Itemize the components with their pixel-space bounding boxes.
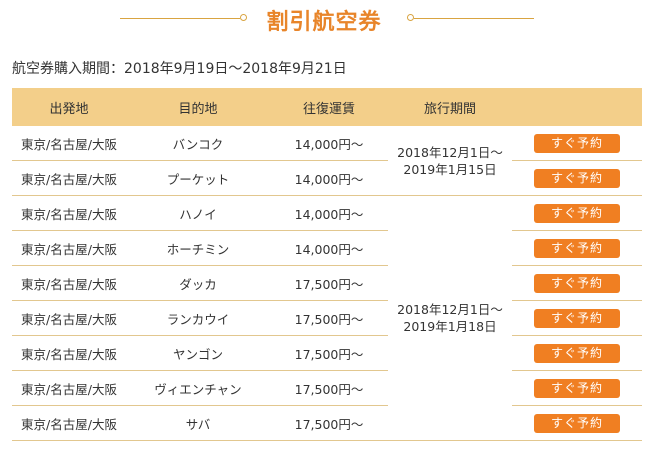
travel-period-cell: 2018年12月1日～ 2019年1月15日 bbox=[388, 126, 512, 196]
header-destination: 目的地 bbox=[126, 88, 270, 126]
travel-period-start: 2018年12月1日～ bbox=[397, 302, 503, 317]
origin-cell: 東京/名古屋/大阪 bbox=[12, 300, 126, 336]
section-title-bar: 割引航空券 bbox=[0, 2, 648, 36]
book-now-button[interactable]: すぐ予約 bbox=[534, 238, 620, 258]
page-title: 割引航空券 bbox=[266, 10, 382, 35]
title-dot-right bbox=[407, 14, 414, 21]
action-cell: すぐ予約 bbox=[512, 335, 642, 371]
table-row: 東京/名古屋/大阪 プーケット 14,000円～ すぐ予約 bbox=[12, 160, 642, 196]
action-cell: すぐ予約 bbox=[512, 195, 642, 231]
table-header-row: 出発地 目的地 往復運賃 旅行期間 bbox=[12, 88, 642, 126]
book-now-button[interactable]: すぐ予約 bbox=[534, 308, 620, 328]
book-now-button[interactable]: すぐ予約 bbox=[534, 343, 620, 363]
origin-cell: 東京/名古屋/大阪 bbox=[12, 230, 126, 266]
action-cell: すぐ予約 bbox=[512, 300, 642, 336]
destination-cell: バンコク bbox=[126, 126, 270, 161]
purchase-period: 航空券購入期間：2018年9月19日～2018年9月21日 bbox=[12, 61, 347, 77]
book-now-button[interactable]: すぐ予約 bbox=[534, 168, 620, 188]
title-divider-left bbox=[120, 18, 240, 19]
table-row: 東京/名古屋/大阪 ヴィエンチャン 17,500円～ すぐ予約 bbox=[12, 370, 642, 406]
book-now-button[interactable]: すぐ予約 bbox=[534, 378, 620, 398]
fare-table: 出発地 目的地 往復運賃 旅行期間 東京/名古屋/大阪 バンコク 14,000円～ 2… bbox=[12, 88, 642, 441]
travel-period-start: 2018年12月1日～ bbox=[397, 144, 503, 160]
destination-cell: プーケット bbox=[126, 160, 270, 196]
action-cell: すぐ予約 bbox=[512, 405, 642, 441]
origin-cell: 東京/名古屋/大阪 bbox=[12, 160, 126, 196]
book-now-button[interactable]: すぐ予約 bbox=[534, 273, 620, 293]
fare-cell: 14,000円～ bbox=[270, 230, 388, 266]
origin-cell: 東京/名古屋/大阪 bbox=[12, 405, 126, 441]
origin-cell: 東京/名古屋/大阪 bbox=[12, 126, 126, 161]
origin-cell: 東京/名古屋/大阪 bbox=[12, 370, 126, 406]
header-origin: 出発地 bbox=[12, 88, 126, 126]
action-cell: すぐ予約 bbox=[512, 126, 642, 161]
table-row: 東京/名古屋/大阪 ホーチミン 14,000円～ すぐ予約 bbox=[12, 230, 642, 266]
fare-cell: 17,500円～ bbox=[270, 265, 388, 301]
travel-period-end: 2019年1月18日 bbox=[403, 319, 497, 334]
table-row: 東京/名古屋/大阪 ハノイ 14,000円～ 2018年12月1日～ 2019年1月18… bbox=[12, 195, 642, 441]
destination-cell: ダッカ bbox=[126, 265, 270, 301]
header-fare: 往復運賃 bbox=[270, 88, 388, 126]
table-row: 東京/名古屋/大阪 ランカウイ 17,500円～ すぐ予約 bbox=[12, 300, 642, 336]
book-now-button[interactable]: すぐ予約 bbox=[534, 203, 620, 223]
table-row: 東京/名古屋/大阪 ヤンゴン 17,500円～ すぐ予約 bbox=[12, 335, 642, 371]
action-cell: すぐ予約 bbox=[512, 370, 642, 406]
fare-cell: 17,500円～ bbox=[270, 300, 388, 336]
fare-cell: 17,500円～ bbox=[270, 370, 388, 406]
fare-cell: 17,500円～ bbox=[270, 335, 388, 371]
fare-cell: 14,000円～ bbox=[270, 160, 388, 196]
action-cell: すぐ予約 bbox=[512, 230, 642, 266]
destination-cell: ヴィエンチャン bbox=[126, 370, 270, 406]
table-row: 東京/名古屋/大阪 サバ 17,500円～ すぐ予約 bbox=[12, 405, 642, 441]
table-row: 東京/名古屋/大阪 バンコク 14,000円～ 2018年12月1日～ 2019年1月1… bbox=[12, 126, 642, 196]
header-travel-period: 旅行期間 bbox=[388, 88, 512, 126]
destination-cell: ランカウイ bbox=[126, 300, 270, 336]
book-now-button[interactable]: すぐ予約 bbox=[534, 133, 620, 153]
destination-cell: ハノイ bbox=[126, 195, 270, 231]
book-now-button[interactable]: すぐ予約 bbox=[534, 413, 620, 433]
header-action bbox=[512, 88, 642, 126]
origin-cell: 東京/名古屋/大阪 bbox=[12, 265, 126, 301]
origin-cell: 東京/名古屋/大阪 bbox=[12, 195, 126, 231]
travel-period-end: 2019年1月15日 bbox=[403, 161, 497, 177]
fare-cell: 17,500円～ bbox=[270, 405, 388, 441]
table-row: 東京/名古屋/大阪 ダッカ 17,500円～ すぐ予約 bbox=[12, 265, 642, 301]
fare-cell: 14,000円～ bbox=[270, 195, 388, 231]
title-divider-right bbox=[414, 18, 534, 19]
destination-cell: サバ bbox=[126, 405, 270, 441]
action-cell: すぐ予約 bbox=[512, 265, 642, 301]
destination-cell: ホーチミン bbox=[126, 230, 270, 266]
origin-cell: 東京/名古屋/大阪 bbox=[12, 335, 126, 371]
action-cell: すぐ予約 bbox=[512, 160, 642, 196]
title-dot-left bbox=[240, 14, 247, 21]
fare-cell: 14,000円～ bbox=[270, 126, 388, 161]
destination-cell: ヤンゴン bbox=[126, 335, 270, 371]
travel-period-cell: 2018年12月1日～ 2019年1月18日 bbox=[388, 195, 512, 441]
